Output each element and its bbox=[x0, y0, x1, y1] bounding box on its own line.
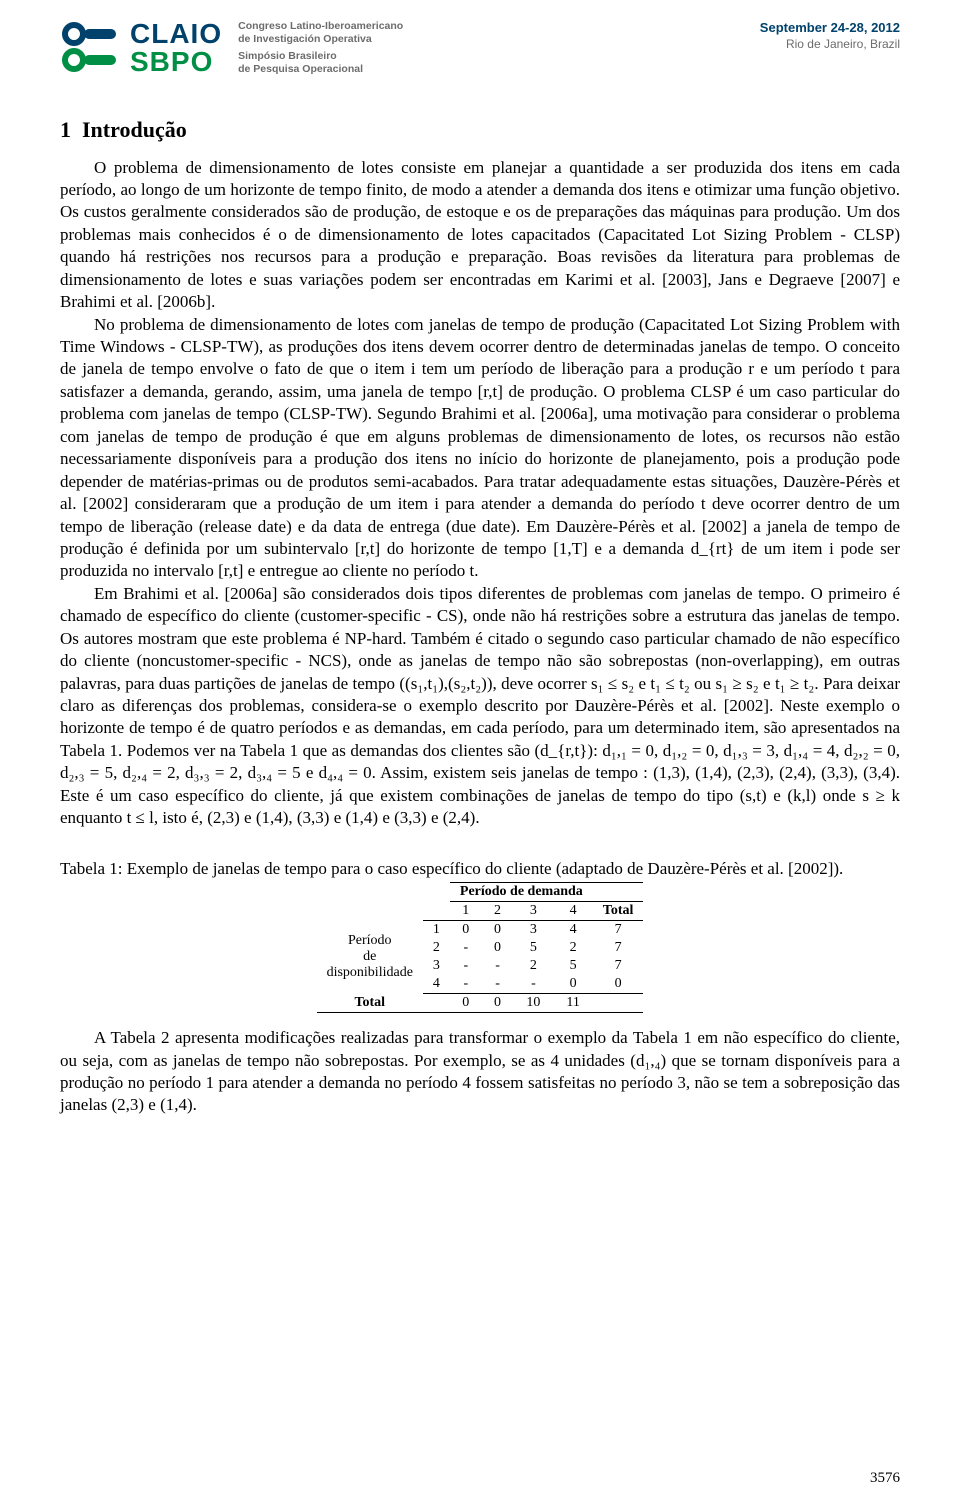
paragraph-1-text: O problema de dimensionamento de lotes c… bbox=[60, 157, 900, 314]
table1-rowtotal-4: 0 bbox=[593, 975, 644, 994]
table1-cell: - bbox=[482, 975, 514, 994]
paragraph-2: No problema de dimensionamento de lotes … bbox=[60, 314, 900, 583]
table1-total-label: Total bbox=[593, 902, 644, 921]
section-number: 1 bbox=[60, 117, 71, 142]
logo-block: CLAIO SBPO Congreso Latino-Iberoamerican… bbox=[60, 20, 403, 77]
table1-rowlabel-1: 1 bbox=[423, 921, 450, 940]
table1-col-1: 1 bbox=[450, 902, 482, 921]
table1-coltotal-label: Total bbox=[317, 994, 423, 1013]
table1-cell: - bbox=[482, 957, 514, 975]
table1: Período de demanda 1 2 3 4 Total Período… bbox=[317, 882, 644, 1013]
table1-rowtotal-3: 7 bbox=[593, 957, 644, 975]
table1-cell: 0 bbox=[482, 921, 514, 940]
table1-rowgroup: Período de disponibilidade bbox=[317, 921, 423, 994]
page-header: CLAIO SBPO Congreso Latino-Iberoamerican… bbox=[60, 20, 900, 77]
table1-cell: - bbox=[450, 957, 482, 975]
table1-col-2: 2 bbox=[482, 902, 514, 921]
table1-cell: 0 bbox=[450, 921, 482, 940]
claio-text: CLAIO bbox=[130, 20, 222, 48]
claio-sbpo-logo-icon bbox=[60, 20, 120, 75]
paragraph-3: Em Brahimi et al. [2006a] são considerad… bbox=[60, 583, 900, 830]
table1-coltotal-3: 10 bbox=[513, 994, 553, 1013]
section-heading: 1 Introdução bbox=[60, 117, 900, 143]
paragraph-4: A Tabela 2 apresenta modificações realiz… bbox=[60, 1027, 900, 1117]
table1-cell: 3 bbox=[513, 921, 553, 940]
table1-coltotal-4: 11 bbox=[553, 994, 592, 1013]
logo-text: CLAIO SBPO bbox=[130, 20, 222, 76]
congress-line2b: de Pesquisa Operacional bbox=[238, 63, 403, 76]
paragraph-4-text: A Tabela 2 apresenta modificações realiz… bbox=[60, 1027, 900, 1117]
page-number: 3576 bbox=[870, 1470, 900, 1487]
table1-caption: Tabela 1: Exemplo de janelas de tempo pa… bbox=[60, 858, 900, 880]
table1-cell: 2 bbox=[513, 957, 553, 975]
table1-cell: 4 bbox=[553, 921, 592, 940]
congress-line1a: Congreso Latino-Iberoamericano bbox=[238, 20, 403, 33]
congress-line1b: de Investigación Operativa bbox=[238, 33, 403, 46]
paragraph-1: O problema de dimensionamento de lotes c… bbox=[60, 157, 900, 314]
table1-cell: - bbox=[450, 939, 482, 957]
table1-header-top: Período de demanda bbox=[450, 883, 593, 902]
congress-subtitle: Congreso Latino-Iberoamericano de Invest… bbox=[238, 20, 403, 77]
table1-cell: - bbox=[513, 975, 553, 994]
table1-col-3: 3 bbox=[513, 902, 553, 921]
table1-cell: 0 bbox=[553, 975, 592, 994]
table1-rowtotal-1: 7 bbox=[593, 921, 644, 940]
table1-rowlabel-3: 3 bbox=[423, 957, 450, 975]
congress-line2a: Simpósio Brasileiro bbox=[238, 50, 403, 63]
event-dates: September 24-28, 2012 bbox=[760, 20, 900, 37]
table1-rowlabel-4: 4 bbox=[423, 975, 450, 994]
page: CLAIO SBPO Congreso Latino-Iberoamerican… bbox=[0, 0, 960, 1503]
table1-cell: 0 bbox=[482, 939, 514, 957]
paragraph-3-text: Em Brahimi et al. [2006a] são considerad… bbox=[60, 583, 900, 830]
table1-coltotal-1: 0 bbox=[450, 994, 482, 1013]
table1-cell: - bbox=[450, 975, 482, 994]
event-location: Rio de Janeiro, Brazil bbox=[760, 37, 900, 53]
table1-cell: 2 bbox=[553, 939, 592, 957]
table1-rowtotal-2: 7 bbox=[593, 939, 644, 957]
paragraph-2-text: No problema de dimensionamento de lotes … bbox=[60, 314, 900, 583]
section-title-text: Introdução bbox=[82, 117, 187, 142]
table1-rowlabel-2: 2 bbox=[423, 939, 450, 957]
date-block: September 24-28, 2012 Rio de Janeiro, Br… bbox=[760, 20, 900, 52]
table1-cell: 5 bbox=[513, 939, 553, 957]
sbpo-text: SBPO bbox=[130, 48, 222, 76]
table1-col-4: 4 bbox=[553, 902, 592, 921]
table1-coltotal-2: 0 bbox=[482, 994, 514, 1013]
table1-wrap: Período de demanda 1 2 3 4 Total Período… bbox=[60, 882, 900, 1013]
table1-cell: 5 bbox=[553, 957, 592, 975]
